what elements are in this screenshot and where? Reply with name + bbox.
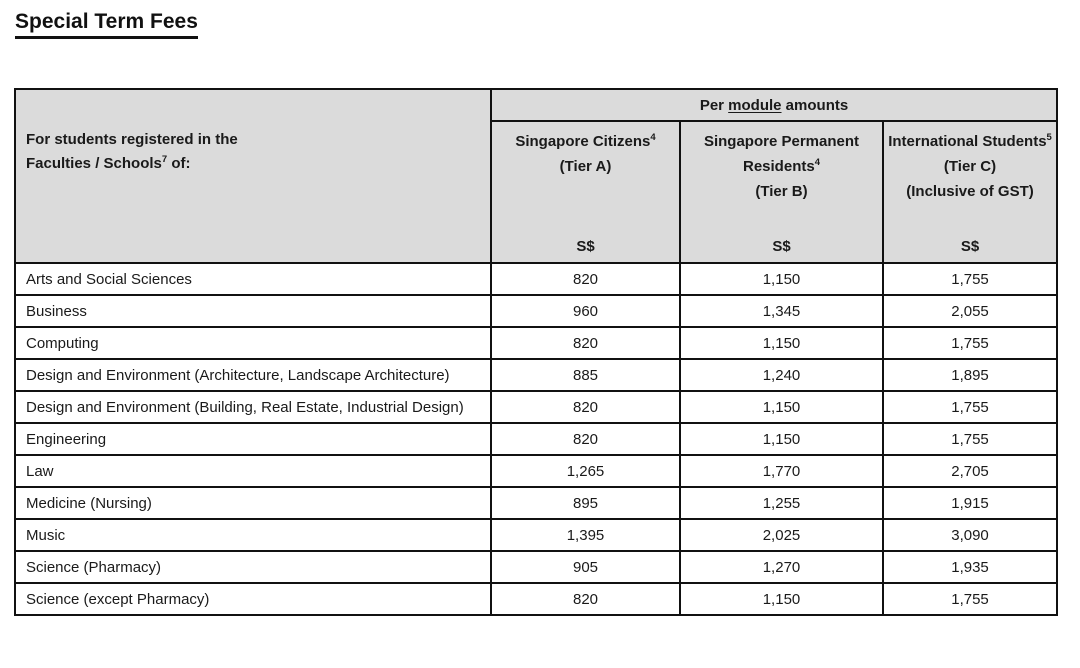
- header-row-span: For students registered in the Faculties…: [14, 88, 1059, 264]
- col-name-tier-a: Singapore Citizens: [515, 133, 651, 150]
- fee-tier-c: 1,755: [881, 422, 1059, 456]
- fee-tier-b: 2,025: [679, 518, 884, 552]
- faculty-cell: Engineering: [14, 422, 492, 456]
- fee-tier-a: 1,265: [490, 454, 681, 488]
- col-name-tier-b: Singapore Permanent Residents: [703, 133, 860, 175]
- fee-tier-b: 1,770: [679, 454, 884, 488]
- per-module-amounts-header: Per module amounts: [489, 88, 1059, 122]
- footnote-ref-7: 7: [161, 154, 168, 165]
- currency-tier-c: S$: [960, 238, 980, 255]
- table-row: Arts and Social Sciences 820 1,150 1,755: [14, 262, 1059, 296]
- fee-tier-c: 1,915: [881, 486, 1059, 520]
- fee-tier-a: 960: [490, 294, 681, 328]
- fee-tier-b: 1,150: [679, 582, 884, 616]
- fee-tier-c: 2,055: [881, 294, 1059, 328]
- row-header-line2: Faculties / Schools7 of:: [26, 154, 191, 172]
- fee-tier-c: 1,935: [881, 550, 1059, 584]
- fee-tier-b: 1,345: [679, 294, 884, 328]
- fee-tier-a: 895: [490, 486, 681, 520]
- footnote-ref-4: 4: [650, 132, 656, 143]
- fee-tier-b: 1,150: [679, 422, 884, 456]
- table-row: Computing 820 1,150 1,755: [14, 326, 1059, 360]
- fee-tier-a: 820: [490, 422, 681, 456]
- page-title: Special Term Fees: [15, 10, 198, 39]
- faculty-cell: Music: [14, 518, 492, 552]
- footnote-ref-4b: 4: [814, 156, 820, 168]
- fee-tier-c: 3,090: [881, 518, 1059, 552]
- faculty-cell: Arts and Social Sciences: [14, 262, 492, 296]
- tier-a-label: (Tier A): [559, 157, 612, 175]
- row-header-line1: For students registered in the: [26, 131, 238, 148]
- fee-tier-b: 1,255: [679, 486, 884, 520]
- fee-tier-b: 1,240: [679, 358, 884, 392]
- fee-tier-a: 1,395: [490, 518, 681, 552]
- fee-tier-b: 1,150: [679, 326, 884, 360]
- table-row: Science (except Pharmacy) 820 1,150 1,75…: [14, 582, 1059, 616]
- fee-tier-c: 1,895: [881, 358, 1059, 392]
- faculty-cell: Design and Environment (Building, Real E…: [14, 390, 492, 424]
- underlined-module-word: module: [728, 96, 782, 114]
- footnote-ref-5: 5: [1046, 132, 1052, 143]
- col-header-tier-c: International Students5 (Tier C) (Inclus…: [881, 120, 1059, 264]
- page-title-text: Special Term Fees: [15, 10, 198, 39]
- faculty-cell: Design and Environment (Architecture, La…: [14, 358, 492, 392]
- faculty-cell: Business: [14, 294, 492, 328]
- col-header-tier-a: Singapore Citizens4 (Tier A) S$: [490, 120, 681, 264]
- fee-tier-b: 1,150: [679, 262, 884, 296]
- fee-tier-c: 1,755: [881, 326, 1059, 360]
- table-row: Design and Environment (Architecture, La…: [14, 358, 1059, 392]
- tier-b-label: (Tier B): [755, 182, 808, 200]
- col-header-tier-b: Singapore Permanent Residents4 (Tier B) …: [679, 120, 884, 264]
- table-row: Law 1,265 1,770 2,705: [14, 454, 1059, 488]
- table-row: Science (Pharmacy) 905 1,270 1,935: [14, 550, 1059, 584]
- faculty-cell: Science (Pharmacy): [14, 550, 492, 584]
- currency-tier-a: S$: [576, 238, 595, 255]
- faculty-cell: Science (except Pharmacy): [14, 582, 492, 616]
- fee-tier-c: 2,705: [881, 454, 1059, 488]
- fee-tier-c: 1,755: [881, 582, 1059, 616]
- fee-tier-c: 1,755: [881, 390, 1059, 424]
- fee-tier-b: 1,150: [679, 390, 884, 424]
- table-row: Design and Environment (Building, Real E…: [14, 390, 1059, 424]
- fee-tier-c: 1,755: [881, 262, 1059, 296]
- row-header-cell: For students registered in the Faculties…: [14, 88, 492, 264]
- special-term-fees-table: For students registered in the Faculties…: [14, 88, 1059, 616]
- fee-tier-a: 905: [490, 550, 681, 584]
- table-row: Medicine (Nursing) 895 1,255 1,915: [14, 486, 1059, 520]
- col-name-tier-c: International Students: [888, 133, 1047, 150]
- fee-tier-b: 1,270: [679, 550, 884, 584]
- fee-tier-a: 820: [490, 262, 681, 296]
- tier-c-label: (Tier C): [943, 157, 997, 175]
- currency-tier-b: S$: [772, 238, 791, 255]
- faculty-cell: Computing: [14, 326, 492, 360]
- header-row-tiers: Singapore Citizens4 (Tier A) S$ Singapor…: [15, 120, 1059, 264]
- fee-tier-a: 820: [490, 390, 681, 424]
- gst-note: (Inclusive of GST): [906, 182, 1034, 200]
- faculty-cell: Medicine (Nursing): [14, 486, 492, 520]
- faculty-cell: Law: [14, 454, 492, 488]
- fee-tier-a: 820: [490, 582, 681, 616]
- fee-tier-a: 885: [490, 358, 681, 392]
- table-row: Music 1,395 2,025 3,090: [14, 518, 1059, 552]
- table-row: Business 960 1,345 2,055: [14, 294, 1059, 328]
- table-row: Engineering 820 1,150 1,755: [14, 422, 1059, 456]
- fee-tier-a: 820: [490, 326, 681, 360]
